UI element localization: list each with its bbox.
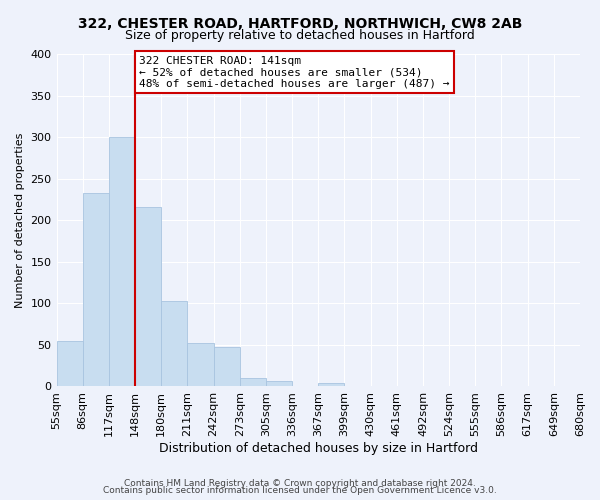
Text: 322, CHESTER ROAD, HARTFORD, NORTHWICH, CW8 2AB: 322, CHESTER ROAD, HARTFORD, NORTHWICH, … bbox=[78, 18, 522, 32]
Bar bbox=[187, 343, 214, 386]
Text: Contains public sector information licensed under the Open Government Licence v3: Contains public sector information licen… bbox=[103, 486, 497, 495]
Bar bbox=[318, 383, 344, 386]
Text: 322 CHESTER ROAD: 141sqm
← 52% of detached houses are smaller (534)
48% of semi-: 322 CHESTER ROAD: 141sqm ← 52% of detach… bbox=[139, 56, 449, 89]
Text: Contains HM Land Registry data © Crown copyright and database right 2024.: Contains HM Land Registry data © Crown c… bbox=[124, 478, 476, 488]
Bar bbox=[83, 193, 109, 386]
Y-axis label: Number of detached properties: Number of detached properties bbox=[15, 132, 25, 308]
Bar bbox=[135, 207, 161, 386]
X-axis label: Distribution of detached houses by size in Hartford: Distribution of detached houses by size … bbox=[159, 442, 478, 455]
Bar bbox=[161, 301, 187, 386]
Text: Size of property relative to detached houses in Hartford: Size of property relative to detached ho… bbox=[125, 29, 475, 42]
Bar bbox=[214, 346, 240, 387]
Bar bbox=[56, 340, 83, 386]
Bar bbox=[240, 378, 266, 386]
Bar bbox=[266, 382, 292, 386]
Bar bbox=[109, 137, 135, 386]
